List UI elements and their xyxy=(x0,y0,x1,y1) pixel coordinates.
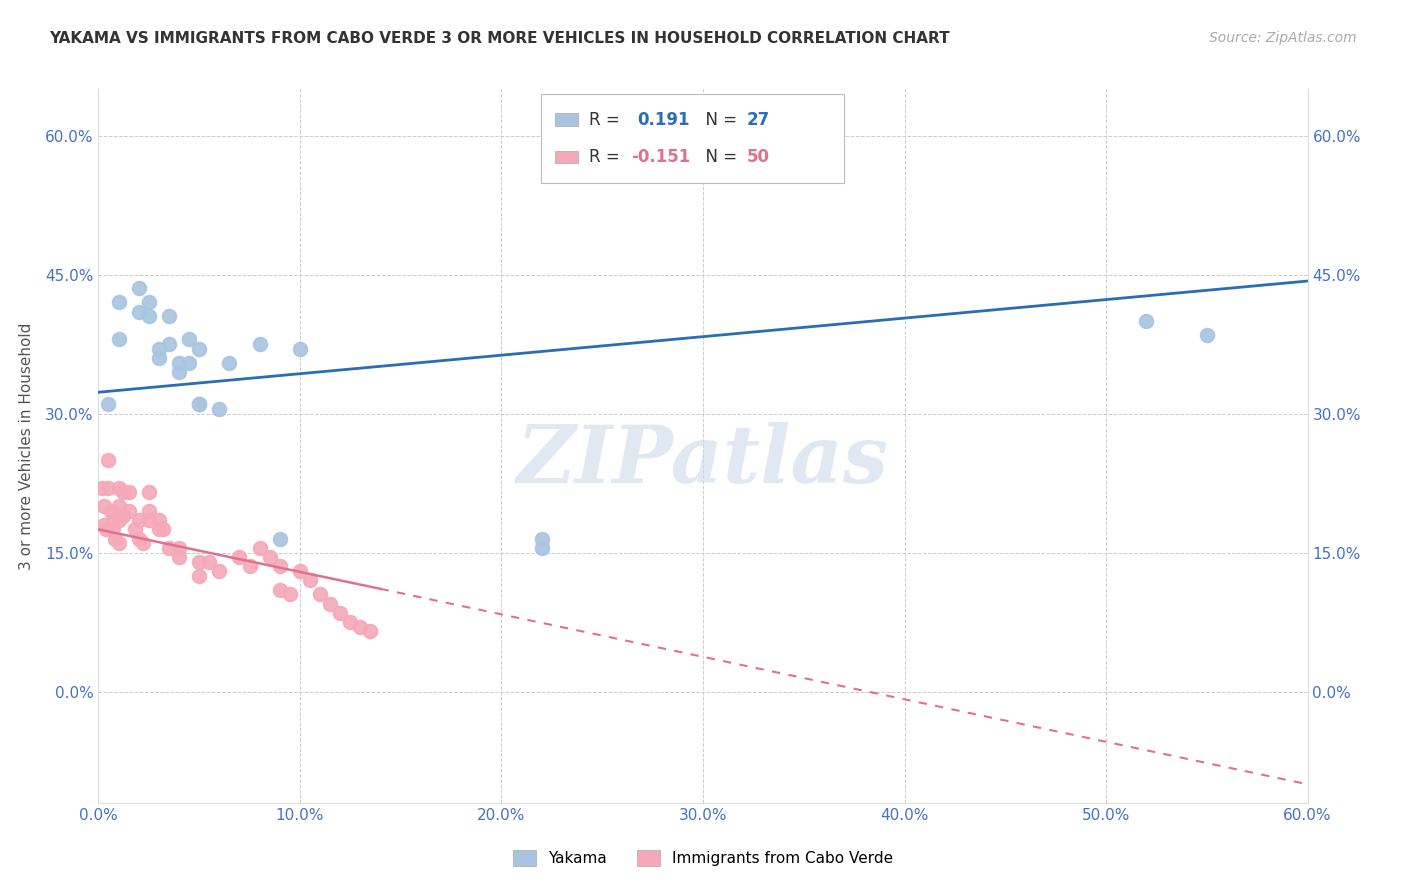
Point xyxy=(249,541,271,555)
Point xyxy=(93,500,115,514)
Point xyxy=(128,304,150,318)
Point xyxy=(103,532,125,546)
Point xyxy=(107,295,129,310)
Point xyxy=(1195,327,1218,342)
Text: N =: N = xyxy=(695,111,742,128)
Point xyxy=(1135,314,1157,328)
Point xyxy=(167,541,190,555)
Point xyxy=(97,453,120,467)
Point xyxy=(138,504,160,518)
Point xyxy=(157,337,180,351)
Point xyxy=(128,532,150,546)
Point xyxy=(148,513,170,527)
Point xyxy=(111,485,134,500)
Text: Source: ZipAtlas.com: Source: ZipAtlas.com xyxy=(1209,31,1357,45)
Point xyxy=(288,564,311,578)
Point xyxy=(167,355,190,369)
Point xyxy=(101,513,124,527)
Point xyxy=(530,541,553,555)
Point xyxy=(259,550,281,565)
Text: R =: R = xyxy=(589,111,630,128)
Text: R =: R = xyxy=(589,148,626,166)
Point xyxy=(148,342,170,356)
Point xyxy=(188,397,211,411)
Point xyxy=(218,355,240,369)
Point xyxy=(138,310,160,324)
Legend: Yakama, Immigrants from Cabo Verde: Yakama, Immigrants from Cabo Verde xyxy=(505,842,901,873)
Point xyxy=(101,523,124,537)
Text: N =: N = xyxy=(695,148,742,166)
Point xyxy=(299,574,322,588)
Point xyxy=(93,517,115,532)
Point xyxy=(107,500,129,514)
Point xyxy=(118,504,141,518)
Point xyxy=(138,295,160,310)
Point xyxy=(278,587,301,601)
Point xyxy=(269,559,291,574)
Text: -0.151: -0.151 xyxy=(631,148,690,166)
Point xyxy=(157,310,180,324)
Point xyxy=(188,568,211,582)
Point xyxy=(319,597,342,611)
Point xyxy=(179,333,201,347)
Point xyxy=(107,536,129,550)
Point xyxy=(239,559,262,574)
Point xyxy=(269,582,291,597)
Point xyxy=(138,485,160,500)
Point xyxy=(96,523,118,537)
Point xyxy=(288,342,311,356)
Point xyxy=(107,481,129,495)
Point xyxy=(530,532,553,546)
Point xyxy=(111,508,134,523)
Point xyxy=(124,523,146,537)
Point xyxy=(188,397,211,411)
Point xyxy=(208,401,231,416)
Point xyxy=(309,587,332,601)
Point xyxy=(188,342,211,356)
Point xyxy=(208,564,231,578)
Point xyxy=(188,555,211,569)
Point xyxy=(107,513,129,527)
Point xyxy=(198,555,221,569)
Point xyxy=(118,485,141,500)
Point xyxy=(97,397,120,411)
Text: 0.191: 0.191 xyxy=(637,111,689,128)
Text: 50: 50 xyxy=(747,148,769,166)
Point xyxy=(157,541,180,555)
Point xyxy=(107,333,129,347)
Point xyxy=(128,513,150,527)
Point xyxy=(91,481,114,495)
Point xyxy=(228,550,250,565)
Point xyxy=(249,337,271,351)
Point xyxy=(179,355,201,369)
Point xyxy=(269,532,291,546)
Point xyxy=(148,523,170,537)
Point xyxy=(132,536,155,550)
Point xyxy=(349,620,371,634)
Point xyxy=(167,365,190,379)
Point xyxy=(152,523,174,537)
Y-axis label: 3 or more Vehicles in Household: 3 or more Vehicles in Household xyxy=(18,322,34,570)
Point xyxy=(329,606,352,620)
Point xyxy=(138,513,160,527)
Point xyxy=(360,624,382,639)
Point xyxy=(100,504,122,518)
Point xyxy=(128,281,150,295)
Point xyxy=(339,615,361,629)
Point xyxy=(167,550,190,565)
Text: 27: 27 xyxy=(747,111,770,128)
Text: YAKAMA VS IMMIGRANTS FROM CABO VERDE 3 OR MORE VEHICLES IN HOUSEHOLD CORRELATION: YAKAMA VS IMMIGRANTS FROM CABO VERDE 3 O… xyxy=(49,31,950,46)
Point xyxy=(97,481,120,495)
Text: ZIPatlas: ZIPatlas xyxy=(517,422,889,499)
Point xyxy=(148,351,170,365)
